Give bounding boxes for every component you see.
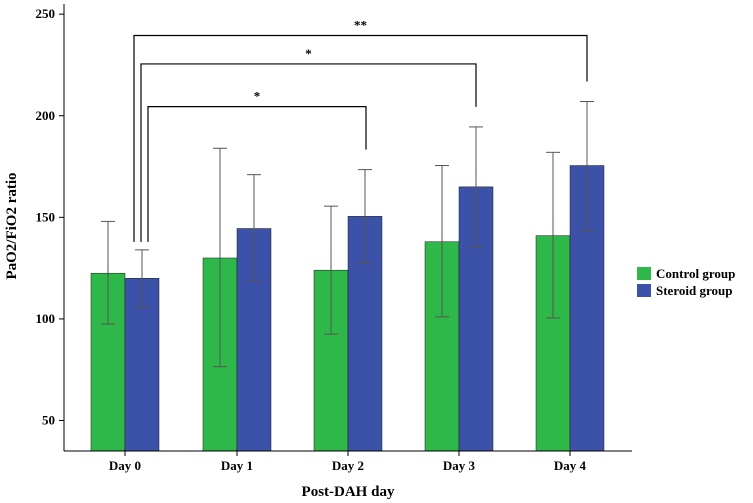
significance-bracket <box>147 106 367 242</box>
x-tick-label: Day 1 <box>221 458 253 473</box>
legend-item-steroid: Steroid group <box>637 282 735 299</box>
legend: Control group Steroid group <box>637 265 735 299</box>
y-axis-title: PaO2/FiO2 ratio <box>4 172 20 279</box>
y-tick-label: 100 <box>36 311 56 326</box>
legend-item-control: Control group <box>637 265 735 282</box>
y-tick-label: 150 <box>36 209 56 224</box>
x-ticks-layer: Day 0 Day 1 Day 2 Day 3 Day 4 <box>109 451 587 473</box>
x-tick-label: Day 4 <box>554 458 587 473</box>
legend-label-control: Control group <box>656 265 736 281</box>
y-ticks-layer: 50 100 150 200 250 <box>36 6 64 428</box>
x-tick-label: Day 3 <box>443 458 476 473</box>
y-tick-label: 250 <box>36 6 56 21</box>
legend-swatch-steroid <box>637 284 651 297</box>
significance-bracket <box>140 63 477 242</box>
significance-brackets-layer: **** <box>133 17 588 242</box>
legend-label-steroid: Steroid group <box>656 282 733 298</box>
significance-bracket <box>133 34 588 242</box>
significance-label: * <box>305 46 312 61</box>
y-tick-label: 50 <box>42 413 55 428</box>
x-axis-title: Post-DAH day <box>302 484 395 500</box>
y-tick-label: 200 <box>36 108 56 123</box>
significance-label: ** <box>354 17 367 32</box>
x-tick-label: Day 2 <box>332 458 364 473</box>
x-tick-label: Day 0 <box>109 458 141 473</box>
legend-swatch-control <box>637 267 651 280</box>
bars-layer <box>90 165 605 452</box>
significance-label: * <box>254 89 261 104</box>
error-bars-layer <box>101 101 594 368</box>
